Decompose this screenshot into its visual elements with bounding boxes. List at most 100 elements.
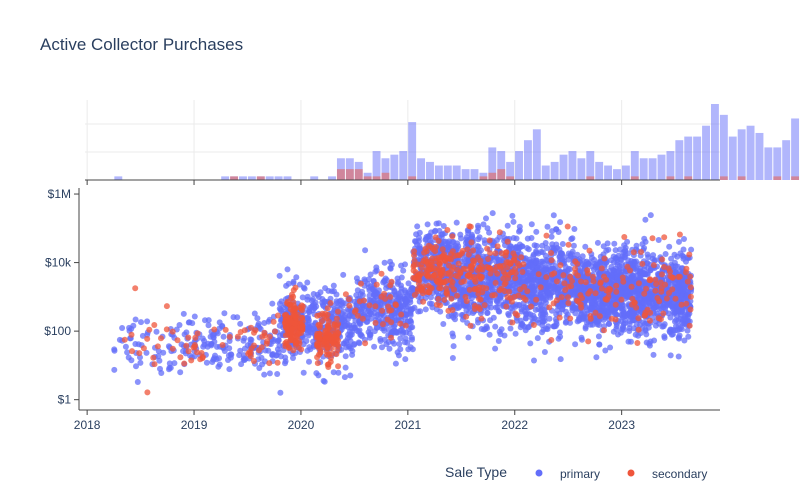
histogram-bar-primary: [283, 176, 292, 180]
histogram-bar-primary: [773, 147, 782, 180]
scatter-point-primary: [524, 272, 531, 279]
scatter-point-primary: [171, 360, 178, 367]
scatter-point-primary: [366, 325, 373, 332]
scatter-point-primary: [594, 239, 601, 246]
scatter-point-secondary: [477, 257, 484, 264]
scatter-point-secondary: [388, 334, 395, 341]
scatter-point-primary: [346, 328, 353, 335]
histogram-bar-primary: [568, 151, 577, 180]
scatter-point-primary: [497, 331, 504, 338]
scatter-point-secondary: [618, 296, 625, 303]
scatter-point-primary: [541, 292, 548, 299]
scatter-point-primary: [379, 344, 385, 351]
scatter-point-secondary: [287, 306, 294, 313]
scatter-point-secondary: [324, 305, 331, 312]
scatter-point-primary: [510, 235, 517, 241]
x-tick-label: 2020: [288, 418, 315, 432]
histogram-bar-primary: [648, 158, 657, 180]
scatter-point-primary: [367, 315, 374, 322]
scatter-point-primary: [362, 247, 369, 254]
scatter-point-primary: [183, 329, 190, 336]
scatter-point-primary: [342, 353, 349, 360]
scatter-point-secondary: [151, 322, 158, 328]
scatter-point-secondary: [496, 229, 503, 236]
scatter-point-primary: [428, 294, 434, 301]
scatter-point-secondary: [659, 271, 665, 278]
scatter-point-primary: [492, 304, 499, 311]
scatter-point-primary: [480, 253, 487, 260]
scatter-point-primary: [317, 289, 324, 296]
scatter-point-primary: [211, 355, 218, 362]
scatter-point-primary: [203, 359, 210, 366]
scatter-point-primary: [274, 371, 281, 377]
scatter-point-secondary: [647, 309, 654, 316]
scatter-point-secondary: [624, 263, 631, 270]
scatter-point-primary: [675, 353, 682, 360]
scatter-point-primary: [484, 293, 491, 300]
scatter-point-primary: [335, 369, 342, 376]
histogram-bar-secondary: [354, 169, 363, 180]
scatter-point-primary: [333, 291, 340, 298]
scatter-point-primary: [483, 215, 489, 222]
scatter-point-primary: [111, 366, 118, 373]
scatter-point-primary: [602, 347, 609, 354]
histogram-bar-primary: [791, 118, 800, 180]
legend-item-primary[interactable]: primary: [535, 467, 601, 481]
scatter-point-primary: [428, 300, 435, 307]
scatter-point-primary: [373, 267, 380, 274]
scatter-point-primary: [671, 318, 678, 325]
scatter-point-primary: [214, 330, 221, 337]
scatter-point-secondary: [496, 287, 503, 294]
scatter-point-primary: [543, 245, 550, 251]
scatter-point-secondary: [335, 363, 342, 370]
scatter-point-primary: [125, 354, 132, 361]
scatter-point-secondary: [136, 350, 143, 357]
histogram-bar-primary: [488, 147, 497, 180]
scatter-point-secondary: [392, 301, 399, 308]
scatter-point-primary: [144, 318, 151, 325]
scatter-point-secondary: [492, 279, 499, 286]
scatter-point-secondary: [419, 264, 426, 271]
scatter-point-secondary: [687, 306, 694, 313]
scatter-point-secondary: [660, 310, 667, 317]
scatter-point-primary: [333, 300, 340, 307]
scatter-point-secondary: [470, 257, 476, 264]
legend-item-secondary[interactable]: secondary: [627, 467, 708, 481]
scatter-point-primary: [266, 370, 273, 377]
scatter-point-primary: [453, 219, 460, 226]
scatter-point-secondary: [568, 283, 575, 290]
scatter-point-secondary: [628, 283, 635, 290]
y-tick-label: $1: [58, 393, 72, 407]
histogram-bar-secondary: [479, 176, 488, 180]
scatter-point-secondary: [325, 364, 332, 370]
scatter-point-primary: [306, 344, 313, 351]
scatter-point-secondary: [629, 301, 635, 308]
scatter-point-secondary: [446, 255, 453, 262]
scatter-point-primary: [400, 267, 407, 274]
scatter-point-primary: [269, 300, 276, 307]
scatter-point-primary: [610, 259, 617, 266]
scatter-point-primary: [158, 370, 165, 376]
scatter-point-primary: [341, 318, 348, 325]
scatter-point-primary: [137, 359, 144, 366]
scatter-point-primary: [417, 308, 424, 315]
scatter-point-secondary: [449, 307, 456, 313]
scatter-point-secondary: [388, 278, 395, 285]
scatter-point-secondary: [263, 340, 270, 347]
histogram-bar-secondary: [666, 176, 675, 180]
scatter-point-primary: [688, 246, 695, 253]
scatter-point-primary: [191, 313, 198, 320]
scatter-point-secondary: [557, 262, 564, 269]
scatter-point-primary: [570, 242, 577, 249]
scatter-point-secondary: [132, 285, 139, 292]
scatter-point-secondary: [501, 281, 508, 288]
scatter-point-secondary: [292, 339, 299, 346]
scatter-point-secondary: [198, 350, 205, 356]
scatter-point-primary: [402, 356, 409, 363]
scatter-point-primary: [210, 334, 217, 341]
scatter-point-secondary: [163, 303, 170, 310]
scatter-point-primary: [490, 314, 497, 321]
scatter-point-secondary: [476, 306, 483, 313]
scatter-point-primary: [454, 240, 461, 247]
scatter-point-primary: [315, 372, 322, 379]
